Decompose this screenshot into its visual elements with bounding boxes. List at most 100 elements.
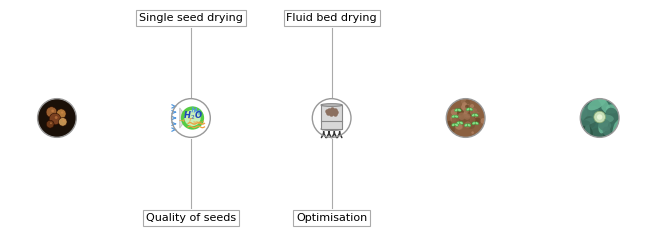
Circle shape bbox=[470, 104, 474, 108]
Ellipse shape bbox=[594, 100, 602, 108]
Circle shape bbox=[465, 129, 468, 132]
Circle shape bbox=[446, 121, 452, 126]
Ellipse shape bbox=[598, 114, 609, 133]
Circle shape bbox=[464, 110, 471, 118]
Circle shape bbox=[475, 120, 479, 124]
Circle shape bbox=[52, 110, 54, 112]
Circle shape bbox=[580, 99, 619, 137]
Ellipse shape bbox=[601, 126, 617, 134]
Ellipse shape bbox=[578, 107, 588, 119]
Ellipse shape bbox=[588, 97, 606, 110]
Ellipse shape bbox=[611, 100, 620, 118]
Circle shape bbox=[464, 101, 469, 106]
Circle shape bbox=[184, 110, 200, 126]
Circle shape bbox=[454, 115, 460, 122]
Circle shape bbox=[462, 102, 467, 107]
Ellipse shape bbox=[576, 123, 592, 136]
Ellipse shape bbox=[598, 121, 609, 128]
Ellipse shape bbox=[598, 96, 611, 114]
Circle shape bbox=[461, 104, 467, 110]
Circle shape bbox=[451, 106, 456, 111]
Ellipse shape bbox=[466, 108, 470, 111]
Circle shape bbox=[456, 113, 461, 118]
Circle shape bbox=[594, 111, 606, 123]
Circle shape bbox=[452, 124, 455, 127]
Circle shape bbox=[480, 111, 486, 117]
Circle shape bbox=[471, 115, 476, 119]
Circle shape bbox=[49, 113, 61, 125]
Text: Optimisation: Optimisation bbox=[296, 213, 367, 223]
Circle shape bbox=[172, 99, 210, 137]
Text: $\rightarrow$ $T_{seed}$: $\rightarrow$ $T_{seed}$ bbox=[177, 116, 206, 126]
Ellipse shape bbox=[606, 108, 618, 123]
Circle shape bbox=[312, 99, 351, 137]
Circle shape bbox=[446, 99, 485, 137]
Circle shape bbox=[465, 105, 469, 108]
Ellipse shape bbox=[603, 129, 612, 141]
Ellipse shape bbox=[455, 109, 458, 112]
Circle shape bbox=[448, 125, 455, 132]
Ellipse shape bbox=[582, 125, 593, 140]
Circle shape bbox=[46, 107, 57, 118]
Circle shape bbox=[464, 118, 471, 125]
Circle shape bbox=[480, 118, 486, 124]
Circle shape bbox=[477, 111, 479, 114]
Circle shape bbox=[471, 117, 476, 122]
Ellipse shape bbox=[460, 121, 463, 124]
Circle shape bbox=[453, 125, 456, 127]
Ellipse shape bbox=[612, 119, 622, 139]
Circle shape bbox=[462, 122, 468, 128]
Circle shape bbox=[450, 114, 458, 122]
Circle shape bbox=[181, 106, 204, 130]
Ellipse shape bbox=[455, 115, 458, 118]
Text: H$_2$O: H$_2$O bbox=[182, 110, 202, 122]
Ellipse shape bbox=[602, 127, 611, 136]
Ellipse shape bbox=[472, 122, 476, 125]
Circle shape bbox=[450, 128, 455, 132]
Circle shape bbox=[456, 123, 463, 130]
Ellipse shape bbox=[458, 109, 461, 112]
Circle shape bbox=[464, 121, 471, 128]
Ellipse shape bbox=[590, 128, 604, 140]
Circle shape bbox=[474, 110, 479, 115]
Circle shape bbox=[470, 117, 476, 123]
Ellipse shape bbox=[472, 114, 475, 117]
Circle shape bbox=[454, 115, 459, 120]
Ellipse shape bbox=[598, 119, 611, 131]
Circle shape bbox=[471, 110, 474, 113]
Text: Fluid bed drying: Fluid bed drying bbox=[286, 13, 377, 23]
Text: Quality of seeds: Quality of seeds bbox=[146, 213, 236, 223]
Ellipse shape bbox=[452, 115, 456, 118]
Ellipse shape bbox=[585, 123, 590, 143]
Circle shape bbox=[462, 107, 465, 111]
Circle shape bbox=[461, 98, 466, 104]
Circle shape bbox=[55, 116, 58, 119]
Circle shape bbox=[468, 112, 475, 120]
Circle shape bbox=[474, 118, 481, 124]
Text: Single seed drying: Single seed drying bbox=[139, 13, 243, 23]
Ellipse shape bbox=[579, 120, 590, 126]
Ellipse shape bbox=[608, 114, 626, 124]
Ellipse shape bbox=[587, 106, 599, 118]
Circle shape bbox=[452, 117, 456, 121]
Ellipse shape bbox=[580, 117, 598, 126]
Ellipse shape bbox=[583, 105, 592, 114]
Bar bbox=[321, 105, 342, 129]
Polygon shape bbox=[180, 108, 186, 128]
Ellipse shape bbox=[592, 116, 598, 122]
Circle shape bbox=[470, 116, 474, 120]
Ellipse shape bbox=[596, 114, 614, 123]
Circle shape bbox=[465, 100, 470, 105]
Circle shape bbox=[56, 109, 66, 118]
Ellipse shape bbox=[597, 110, 610, 119]
Ellipse shape bbox=[321, 104, 342, 106]
Ellipse shape bbox=[456, 121, 460, 124]
Circle shape bbox=[451, 109, 457, 115]
Circle shape bbox=[456, 108, 464, 116]
Circle shape bbox=[50, 122, 52, 124]
Circle shape bbox=[597, 114, 602, 120]
Ellipse shape bbox=[607, 126, 620, 143]
Circle shape bbox=[471, 131, 474, 134]
Circle shape bbox=[464, 113, 470, 120]
Circle shape bbox=[447, 122, 452, 126]
